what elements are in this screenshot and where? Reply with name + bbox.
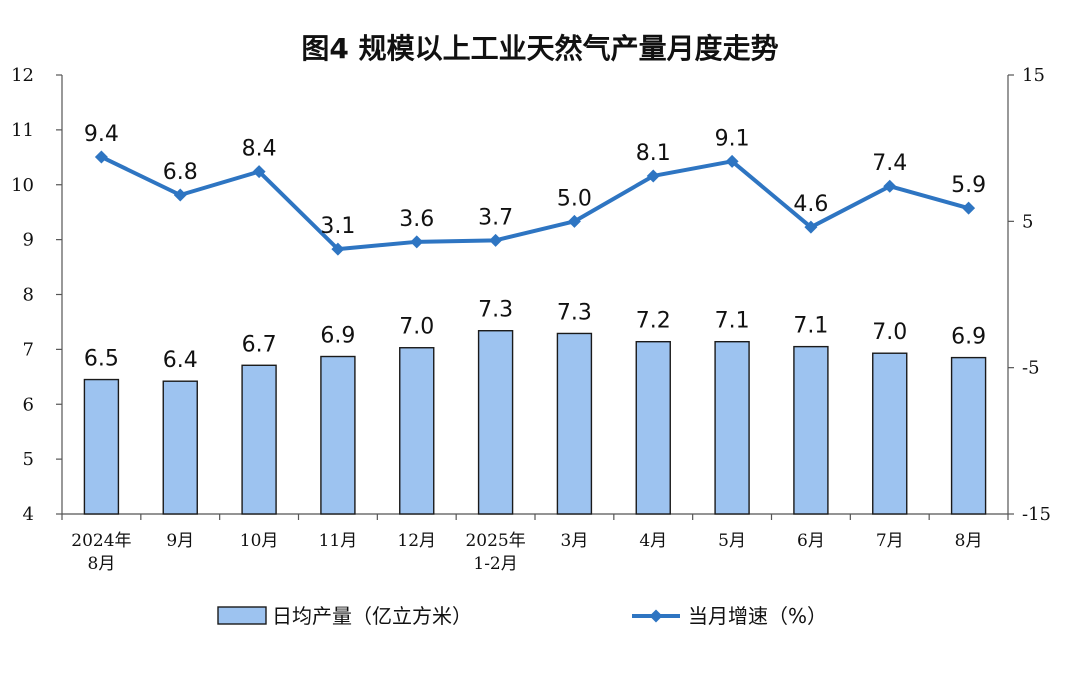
legend-line-label: 当月增速（%） — [688, 604, 827, 628]
bar-data-label: 7.1 — [793, 314, 828, 339]
bar — [83, 378, 120, 515]
bar-data-label: 6.9 — [951, 325, 986, 350]
line-point-marker — [883, 179, 897, 193]
line-point-marker — [567, 214, 581, 228]
x-category-label: 3月 — [561, 531, 589, 551]
bar — [241, 364, 277, 515]
x-category-label: 10月 — [240, 531, 279, 551]
bar-data-label: 7.0 — [399, 315, 434, 340]
line-path — [100, 155, 970, 252]
bar — [320, 355, 356, 515]
x-category-label: 12月 — [397, 531, 436, 551]
line-data-label: 5.9 — [951, 173, 986, 198]
line-data-label: 6.8 — [163, 160, 198, 185]
line-data-label: 4.6 — [793, 192, 828, 217]
line-series: 9.4 6.8 8.4 3.1 3.6 3.7 5.0 8.1 9.1 4.6 7.4 5.9 — [84, 122, 986, 256]
bar — [950, 356, 987, 515]
right-tick-label: 5 — [1022, 211, 1033, 232]
left-tick-label: 5 — [23, 449, 34, 470]
line-point-marker — [725, 154, 739, 168]
line-point-marker — [410, 235, 424, 249]
chart-title: 图4 规模以上工业天然气产量月度走势 — [301, 32, 778, 65]
line-data-label: 3.7 — [478, 205, 513, 230]
bar-data-label: 7.3 — [478, 298, 513, 323]
bar — [714, 340, 750, 515]
x-category-label: 11月 — [319, 531, 358, 551]
left-tick-label: 11 — [11, 120, 34, 141]
bar — [635, 340, 671, 515]
bar — [477, 330, 514, 515]
x-category-label: 9月 — [166, 531, 194, 551]
line-data-label: 5.0 — [557, 186, 592, 211]
bar-data-label: 6.4 — [163, 348, 198, 373]
bar — [556, 332, 593, 515]
x-category-label: 7月 — [876, 531, 904, 551]
line-point-marker — [646, 169, 660, 183]
line-data-label: 9.4 — [84, 122, 119, 147]
x-category-label: 8月 — [955, 531, 983, 551]
axes-group: 4 5 6 7 8 9 10 11 12 -15 -5 5 15 — [11, 65, 1051, 525]
right-tick-label: -15 — [1022, 504, 1051, 525]
line-data-label: 3.6 — [399, 207, 434, 232]
right-tick-label: 15 — [1022, 65, 1045, 86]
x-category-label: 2025年 — [465, 531, 525, 551]
x-category-label: 4月 — [639, 531, 667, 551]
bar-data-label: 6.5 — [84, 347, 119, 372]
line-point-marker — [252, 165, 266, 179]
bar-data-label: 7.2 — [636, 309, 671, 334]
line-point-marker — [489, 233, 503, 247]
left-tick-label: 12 — [11, 65, 34, 86]
line-point-marker — [173, 188, 187, 202]
bar-data-label: 7.1 — [715, 309, 750, 334]
bar-data-label: 7.0 — [872, 320, 907, 345]
bar — [162, 380, 198, 515]
line-point-marker — [962, 201, 976, 215]
bar — [872, 352, 908, 515]
x-category-label: 1-2月 — [473, 554, 517, 574]
x-category-label: 2024年 — [71, 531, 131, 551]
bar-series: 6.5 6.4 6.7 6.9 7.0 7.3 7.3 7.2 7.1 7.1 7.0 6.9 — [83, 298, 987, 515]
right-tick-label: -5 — [1022, 358, 1040, 379]
legend-line-marker — [649, 609, 663, 623]
line-data-label: 8.1 — [636, 141, 671, 166]
left-tick-label: 10 — [11, 175, 34, 196]
line-data-label: 7.4 — [872, 151, 907, 176]
x-axis-labels: 2024年 8月 9月 10月 11月 12月 2025年 1-2月 3月 4月 5月 6月 7月 8月 — [71, 531, 982, 574]
x-category-label: 6月 — [797, 531, 825, 551]
line-data-label: 3.1 — [320, 214, 355, 239]
bar-data-label: 6.9 — [320, 324, 355, 349]
line-point-marker — [94, 150, 108, 164]
line-data-label: 8.4 — [242, 137, 277, 162]
left-tick-label: 4 — [23, 504, 34, 525]
bar-data-label: 7.3 — [557, 300, 592, 325]
x-category-label: 5月 — [718, 531, 746, 551]
bar-data-label: 6.7 — [242, 332, 277, 357]
left-tick-label: 9 — [23, 230, 34, 251]
line-point-marker — [331, 242, 345, 256]
line-data-label: 9.1 — [715, 126, 750, 151]
bar — [793, 345, 829, 515]
x-category-label: 8月 — [88, 554, 116, 574]
legend: 日均产量（亿立方米） 当月增速（%） — [217, 604, 827, 628]
legend-bar-swatch — [217, 606, 267, 625]
left-tick-label: 7 — [23, 339, 34, 360]
left-tick-label: 6 — [23, 394, 34, 415]
line-point-marker — [804, 220, 818, 234]
legend-bar-label: 日均产量（亿立方米） — [272, 604, 472, 628]
bar — [399, 347, 435, 515]
left-tick-label: 8 — [23, 285, 34, 306]
